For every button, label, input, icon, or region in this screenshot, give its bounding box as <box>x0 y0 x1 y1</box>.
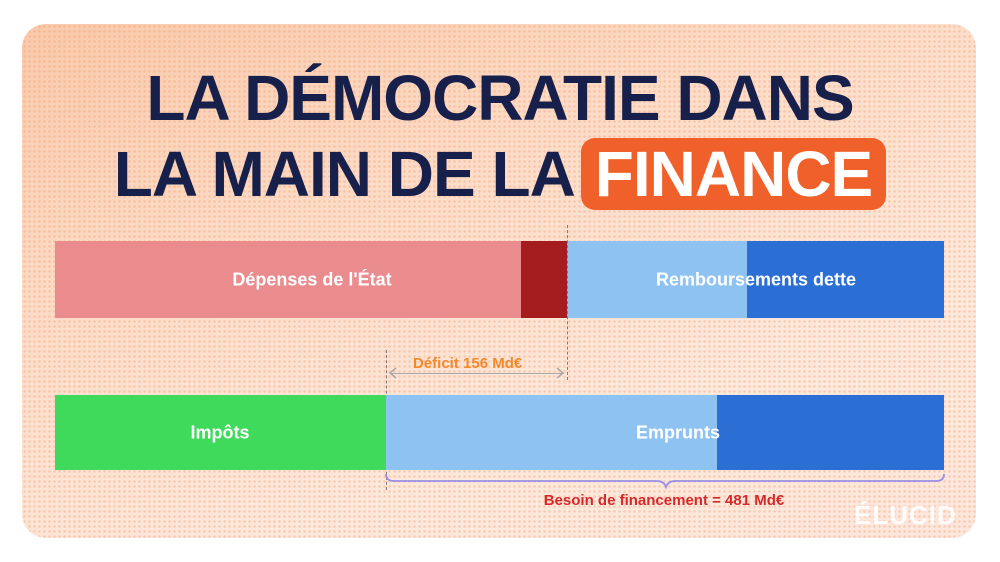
bar-segment-depenses <box>55 241 521 318</box>
title-line-2: LA MAIN DE LA FINANCE <box>0 138 1000 210</box>
guide-line-deficit-end <box>567 225 568 380</box>
deficit-arrow-heads <box>388 367 565 379</box>
deficit-arrow <box>390 373 564 374</box>
elucid-logo: ÉLUCID <box>854 500 957 530</box>
title-line-1: LA DÉMOCRATIE DANS <box>146 62 854 134</box>
bar-segment-remboursements-dark <box>747 241 944 318</box>
besoin-brace-icon <box>385 473 945 490</box>
title-line-2-prefix: LA MAIN DE LA <box>113 138 576 210</box>
label-remboursements: Remboursements dette <box>655 269 857 290</box>
bar-segment-emprunts-dark <box>717 395 944 470</box>
bar-segment-remboursements-light <box>567 241 747 318</box>
bar-segment-emprunts-light <box>386 395 717 470</box>
title-highlight-finance: FINANCE <box>580 138 887 210</box>
label-depenses: Dépenses de l'État <box>232 269 392 290</box>
besoin-label: Besoin de financement = 481 Md€ <box>543 492 785 509</box>
label-impots: Impôts <box>190 422 250 443</box>
deficit-label: Déficit 156 Md€ <box>413 355 523 372</box>
bar-segment-impots <box>55 395 386 470</box>
label-emprunts: Emprunts <box>635 422 721 443</box>
bar-segment-deficit <box>521 241 567 318</box>
